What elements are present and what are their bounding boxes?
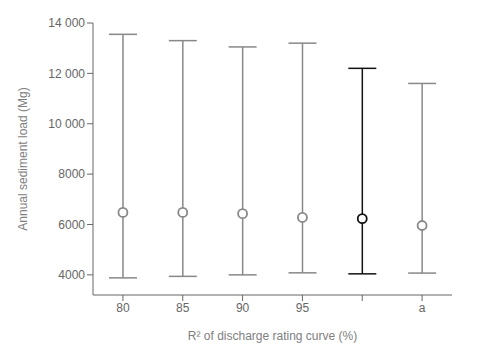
svg-text:6000: 6000 <box>58 218 85 232</box>
svg-text:10 000: 10 000 <box>48 117 85 131</box>
svg-text:4000: 4000 <box>58 268 85 282</box>
svg-text:14 000: 14 000 <box>48 16 85 30</box>
svg-text:8000: 8000 <box>58 167 85 181</box>
svg-text:90: 90 <box>236 301 250 315</box>
svg-text:a: a <box>419 301 426 315</box>
svg-text:85: 85 <box>176 301 190 315</box>
svg-text:12 000: 12 000 <box>48 67 85 81</box>
svg-text:80: 80 <box>116 301 130 315</box>
svg-text:R² of discharge rating curve (: R² of discharge rating curve (%) <box>188 329 357 343</box>
svg-text:95: 95 <box>296 301 310 315</box>
svg-text:Annual sediment load (Mg): Annual sediment load (Mg) <box>16 87 30 230</box>
